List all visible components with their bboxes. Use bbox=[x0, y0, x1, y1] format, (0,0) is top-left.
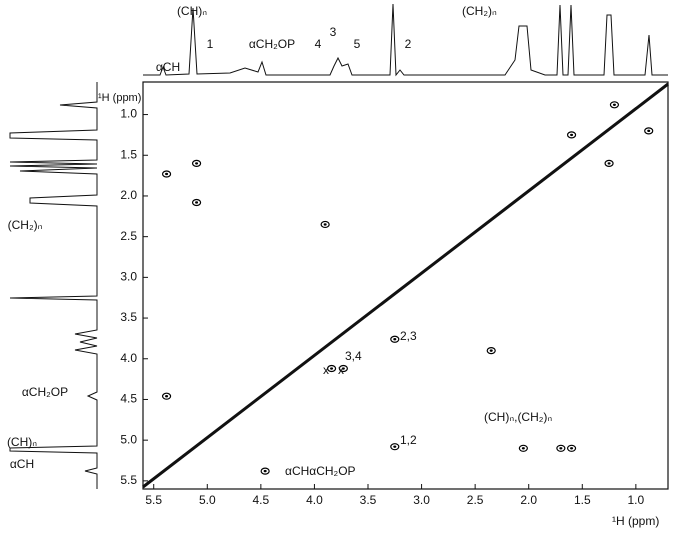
peak-label: (CH)ₙ bbox=[7, 435, 37, 449]
cross-peak-core bbox=[393, 445, 397, 448]
cross-peak bbox=[518, 444, 528, 452]
peak-label: (CH₂)ₙ bbox=[8, 218, 43, 232]
cross-peak bbox=[191, 159, 202, 167]
peak-label: αCH bbox=[156, 60, 180, 74]
annotation: αCHαCH₂OP bbox=[285, 464, 356, 478]
cross-peak-core bbox=[165, 172, 169, 176]
peak-label: αCH₂OP bbox=[249, 37, 295, 51]
x-tick-label: 2.0 bbox=[520, 493, 537, 507]
y-tick-label: 1.0 bbox=[120, 107, 137, 121]
cross-peak bbox=[338, 364, 348, 373]
y-tick-label: 5.0 bbox=[120, 432, 137, 446]
cross-peak-core bbox=[323, 223, 327, 226]
plot-frame bbox=[142, 81, 669, 490]
y-axis-label: ¹H (ppm) bbox=[98, 92, 141, 104]
diagonal bbox=[142, 82, 669, 489]
cross-peak bbox=[566, 131, 577, 139]
x-tick-label: 2.5 bbox=[467, 493, 484, 507]
y-tick-label: 4.5 bbox=[120, 392, 137, 406]
y-tick-label: 3.5 bbox=[120, 310, 137, 324]
cross-peak-core bbox=[165, 395, 169, 398]
top-spectrum bbox=[143, 3, 668, 77]
cross-peak bbox=[161, 392, 172, 400]
annotation: 1,2 bbox=[400, 433, 417, 447]
cross-peak bbox=[644, 127, 654, 135]
x-tick-label: 1.5 bbox=[574, 493, 591, 507]
cross-peak bbox=[320, 220, 330, 229]
cross-peak bbox=[486, 347, 496, 355]
cross-peak bbox=[609, 101, 620, 109]
cross-peak-core bbox=[330, 367, 334, 370]
cross-peak-core bbox=[559, 447, 563, 450]
cross-peak-core bbox=[521, 447, 525, 450]
annotation: 3,4 bbox=[345, 349, 362, 363]
x-tick-label: 4.0 bbox=[306, 493, 323, 507]
cross-peak-core bbox=[489, 349, 493, 352]
cross-peak bbox=[326, 364, 337, 373]
cross-peak-core bbox=[570, 133, 574, 137]
peak-label: (CH₂)ₙ bbox=[462, 4, 497, 18]
annotation: (CH)ₙ,(CH₂)ₙ bbox=[484, 410, 552, 424]
cross-peak bbox=[191, 198, 202, 207]
peak-label: αCH₂OP bbox=[22, 385, 68, 399]
annotation: x bbox=[338, 363, 344, 377]
y-tick-label: 4.0 bbox=[120, 351, 137, 365]
cross-peak-core bbox=[263, 469, 267, 473]
cross-peak-core bbox=[647, 129, 651, 133]
x-axis-label: ¹H (ppm) bbox=[612, 514, 659, 528]
y-tick-label: 2.0 bbox=[120, 188, 137, 202]
peak-label: 2 bbox=[405, 37, 412, 51]
cross-peak-core bbox=[341, 367, 345, 370]
cross-peak-core bbox=[195, 201, 199, 204]
cross-peak-core bbox=[570, 447, 574, 450]
x-tick-label: 5.5 bbox=[145, 493, 162, 507]
cross-peak-core bbox=[607, 162, 611, 165]
peak-label: 1 bbox=[207, 37, 214, 51]
y-tick-label: 5.5 bbox=[120, 473, 137, 487]
y-tick-label: 2.5 bbox=[120, 229, 137, 243]
y-tick-label: 1.5 bbox=[120, 147, 137, 161]
cross-peak bbox=[390, 335, 400, 343]
peak-label: 3 bbox=[330, 25, 337, 39]
cross-peak bbox=[390, 443, 400, 451]
cross-peak bbox=[604, 159, 614, 167]
cross-peak bbox=[566, 444, 577, 452]
peak-label: (CH)ₙ bbox=[177, 4, 207, 18]
cross-peak bbox=[161, 170, 172, 178]
cross-peak bbox=[260, 467, 270, 475]
cross-peak-core bbox=[612, 103, 616, 106]
x-tick-label: 1.0 bbox=[628, 493, 645, 507]
annotation: 2,3 bbox=[400, 329, 417, 343]
peak-label: 4 bbox=[315, 37, 322, 51]
left-spectrum bbox=[9, 82, 98, 489]
cross-peak bbox=[556, 444, 566, 452]
annotation: x bbox=[323, 363, 329, 377]
x-tick-label: 4.5 bbox=[253, 493, 270, 507]
cross-peak-core bbox=[195, 162, 199, 165]
x-tick-label: 5.0 bbox=[199, 493, 216, 507]
peak-label: 5 bbox=[354, 37, 361, 51]
y-tick-label: 3.0 bbox=[120, 270, 137, 284]
peak-label: αCH bbox=[10, 457, 34, 471]
x-tick-label: 3.0 bbox=[413, 493, 430, 507]
cross-peak-core bbox=[393, 338, 397, 341]
x-tick-label: 3.5 bbox=[360, 493, 377, 507]
